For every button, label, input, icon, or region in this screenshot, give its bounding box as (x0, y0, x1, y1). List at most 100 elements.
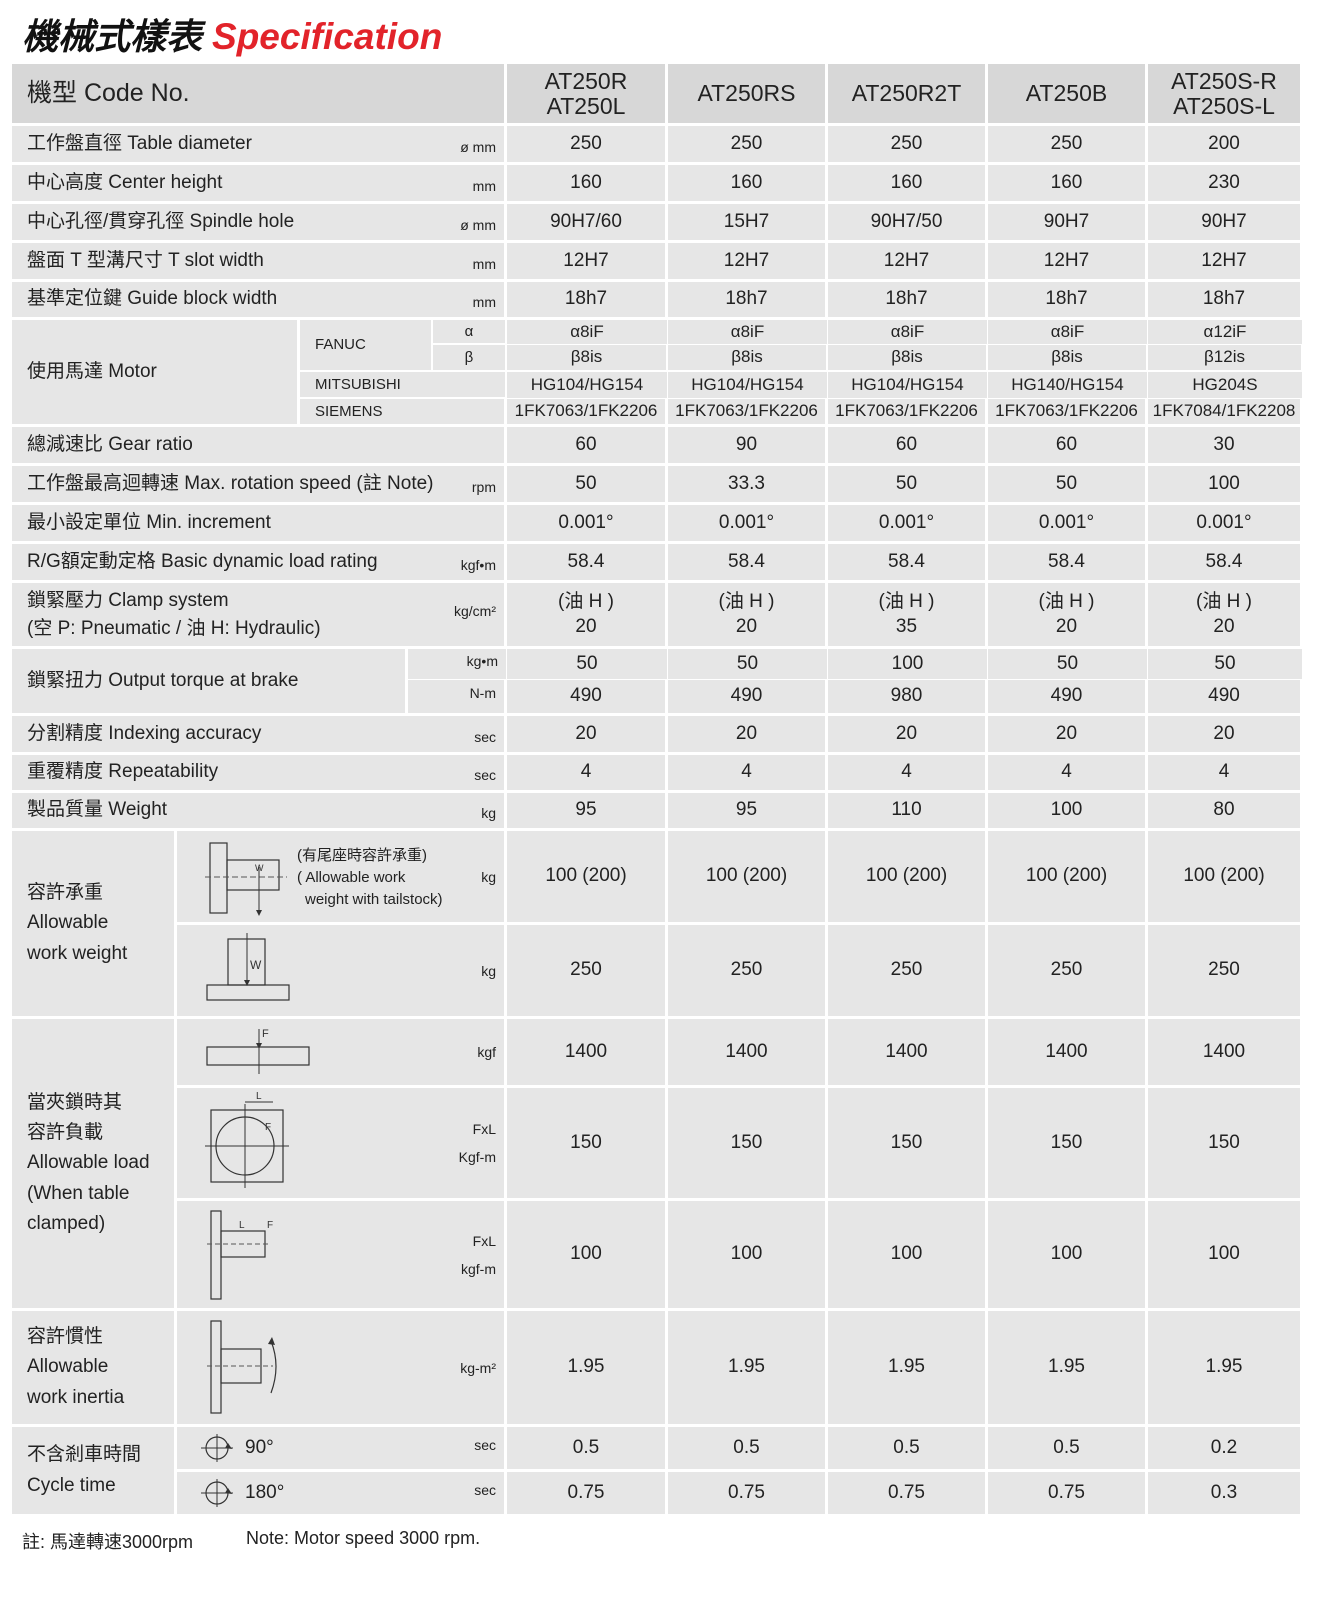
row-label: 基準定位鍵 Guide block width (27, 288, 278, 310)
value-cell: 250 (668, 126, 825, 162)
row-label-cell: 盤面 T 型溝尺寸 T slot width mm (12, 243, 504, 279)
value-cell: 100 (507, 1201, 665, 1308)
clamp-type: (油 H ) (558, 590, 614, 612)
value-cell: 1400 (668, 1019, 825, 1085)
row-label: 分割精度 Indexing accuracy (27, 722, 262, 744)
group-label-line: Allowable load (27, 1152, 150, 1174)
value-cell: α8iF (668, 320, 827, 344)
value-text: HG104/HG154 (851, 374, 964, 394)
value-text: 100 (200) (1183, 865, 1265, 887)
group-label-line: 容許負載 (27, 1121, 104, 1143)
group-label-line: Allowable (27, 912, 109, 934)
cycle-angle-cell: 180° sec (177, 1472, 504, 1514)
value-text: 50 (576, 652, 598, 674)
note-line: (有尾座時容許承重) (297, 847, 427, 864)
unit-text: kgf-m (461, 1260, 496, 1277)
value-cell: 0.75 (507, 1472, 665, 1514)
unit-label: FxL kgf-m (461, 1227, 496, 1283)
value-cell: 0.001° (1148, 505, 1300, 541)
value-cell: (油 H ) 20 (1148, 583, 1300, 646)
group-label-line: work weight (27, 942, 128, 964)
value-cell: 150 (507, 1088, 665, 1198)
value-cell: 0.5 (668, 1427, 825, 1469)
value-cell: 4 (988, 755, 1145, 790)
value-text: 150 (890, 1131, 923, 1153)
unit-label: sec (474, 1481, 496, 1498)
value-cell: 18h7 (1148, 282, 1300, 317)
value-text: 1FK7063/1FK2206 (675, 401, 818, 421)
row-label-cell: 製品質量 Weight kg (12, 793, 504, 828)
unit-text: FxL (472, 1121, 496, 1137)
value-text: 250 (1050, 959, 1083, 981)
value-cell: 1.95 (828, 1311, 985, 1424)
group-label-line: clamped) (27, 1213, 106, 1235)
value-text: 250 (890, 132, 923, 154)
value-cell: 490 (988, 680, 1145, 713)
model-header-cell: AT250S-R AT250S-L (1148, 64, 1300, 123)
value-text: 100 (730, 1243, 763, 1265)
value-cell: (油 H ) 20 (507, 583, 665, 646)
value-cell: 150 (828, 1088, 985, 1198)
note-line: ( Allowable work (297, 868, 406, 886)
angle-text: 180° (245, 1481, 285, 1503)
value-text: 20 (1213, 615, 1235, 637)
allowable-load-label-cell: 當夾鎖時其 容許負載 Allowable load (When table clampe… (12, 1019, 174, 1308)
value-text: 0.001° (718, 511, 775, 533)
cycle-angle-cell: 90° sec (177, 1427, 504, 1469)
value-text: 50 (1056, 652, 1079, 674)
value-text: 0.001° (1196, 511, 1252, 533)
unit-label: ø mm (460, 138, 496, 155)
value-text: 100 (200) (1025, 865, 1108, 887)
value-text: 0.001° (878, 511, 935, 533)
value-text: 0.001° (558, 511, 614, 533)
unit-label: kg (481, 863, 496, 891)
value-cell: 0.001° (988, 505, 1145, 541)
value-cell: 50 (507, 466, 665, 502)
value-cell: 1FK7063/1FK2206 (988, 399, 1145, 424)
group-label-line: 容許承重 (27, 881, 104, 903)
value-cell: HG140/HG154 (988, 372, 1147, 398)
value-text: α8iF (730, 321, 765, 341)
clamp-label-line: 鎖緊壓力 Clamp system (27, 589, 229, 611)
row-label: 中心高度 Center height (27, 171, 223, 193)
footnote-chinese: 註: 馬達轉速3000rpm (22, 1532, 194, 1552)
value-text: 1.95 (1048, 1356, 1085, 1378)
unit-label: kg•m (466, 652, 498, 669)
value-cell: 15H7 (668, 204, 825, 240)
group-label-line: work inertia (27, 1386, 125, 1408)
value-cell: 20 (988, 716, 1145, 752)
value-cell: 0.5 (988, 1427, 1145, 1469)
value-cell: 30 (1148, 427, 1300, 463)
value-text: 20 (1213, 722, 1235, 744)
value-text: 230 (1208, 171, 1240, 193)
value-text: 1400 (564, 1040, 608, 1062)
value-cell: 250 (828, 925, 985, 1016)
value-cell: 250 (828, 126, 985, 162)
value-cell: 230 (1148, 165, 1300, 201)
value-text: 160 (1050, 171, 1083, 193)
value-text: 0.001° (1038, 511, 1095, 533)
value-text: 0.5 (893, 1436, 920, 1458)
value-text: 60 (575, 433, 597, 455)
mitsubishi-brand-cell: MITSUBISHI (300, 372, 505, 397)
value-cell: 160 (668, 165, 825, 201)
value-text: 160 (570, 171, 602, 193)
value-text: 1.95 (728, 1356, 765, 1378)
value-cell: 160 (828, 165, 985, 201)
angle-text: 90° (245, 1436, 274, 1458)
moment-load-diagram-cell: L F FxL Kgf-m (177, 1088, 504, 1198)
value-cell: 80 (1148, 793, 1300, 828)
value-text: 250 (1208, 959, 1240, 981)
model-header-cell: AT250RS (668, 64, 825, 123)
value-cell: α8iF (507, 320, 667, 344)
value-text: HG140/HG154 (1011, 374, 1124, 394)
value-cell: 95 (507, 793, 665, 828)
model-name: AT250S-R (1171, 68, 1277, 95)
value-text: 60 (895, 433, 918, 455)
value-text: 58.4 (728, 550, 765, 572)
value-cell: 0.5 (828, 1427, 985, 1469)
value-text: 20 (735, 615, 758, 637)
value-cell: 1FK7063/1FK2206 (668, 399, 825, 424)
